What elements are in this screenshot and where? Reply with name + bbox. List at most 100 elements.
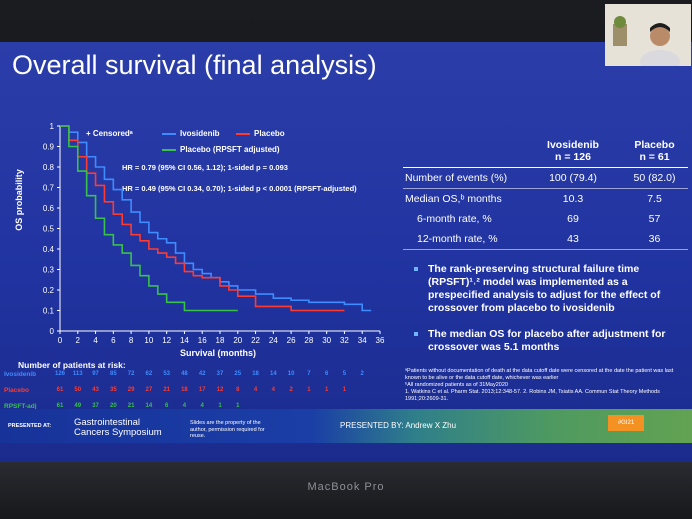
risk-value: 2 — [289, 387, 293, 393]
bullet-emphasis: 5.1 months — [503, 341, 560, 353]
legend-placebo: Placebo — [254, 129, 285, 138]
x-tick-label: 36 — [376, 336, 385, 345]
risk-value: 7 — [307, 371, 311, 377]
risk-value: 8 — [236, 387, 240, 393]
table-row: Number of events (%) 100 (79.4) 50 (82.0… — [403, 167, 688, 189]
row-label: Median OS,ᵇ months — [405, 193, 502, 205]
x-tick-label: 12 — [162, 336, 171, 345]
risk-value: 14 — [269, 371, 277, 377]
risk-value: 29 — [127, 387, 135, 393]
risk-value: 2 — [360, 371, 364, 377]
y-tick-label: 0.1 — [43, 307, 55, 316]
y-tick-label: 0.6 — [43, 204, 55, 213]
risk-value: 126 — [54, 371, 65, 377]
x-tick-label: 10 — [144, 336, 153, 345]
row-label: 6-month rate, % — [417, 213, 492, 225]
device-brand: MacBook Pro — [307, 481, 385, 493]
legend-censored: + Censoredᵃ — [86, 129, 133, 138]
laptop-base — [0, 462, 692, 519]
cell-placebo: 36 — [621, 229, 688, 250]
x-tick-label: 30 — [322, 336, 331, 345]
legend-rpsft: Placebo (RPSFT adjusted) — [180, 145, 280, 154]
risk-value: 12 — [216, 387, 224, 393]
footnote-b: ᵇAll randomized patients as of 31May2020 — [405, 382, 508, 388]
risk-value: 1 — [307, 387, 311, 393]
risk-value: 72 — [127, 371, 135, 377]
risk-value: 21 — [163, 387, 170, 393]
y-tick-label: 1 — [50, 122, 55, 131]
table-header-ivosidenib: Ivosidenib n = 126 — [525, 135, 621, 168]
presented-at-label: PRESENTED AT: — [8, 423, 52, 429]
y-tick-label: 0.5 — [43, 225, 55, 234]
risk-table-title: Number of patients at risk: — [18, 360, 126, 370]
x-tick-label: 6 — [111, 336, 116, 345]
y-tick-label: 0.3 — [43, 266, 55, 275]
risk-value: 1 — [342, 387, 347, 393]
risk-value: 97 — [92, 371, 99, 377]
risk-value: 5 — [342, 371, 347, 377]
cell-ivosidenib: 43 — [525, 229, 621, 250]
x-tick-label: 14 — [180, 336, 189, 345]
risk-value: 35 — [109, 387, 117, 393]
col-placebo-title: Placebo — [634, 139, 675, 151]
risk-value: 62 — [145, 371, 153, 377]
risk-value: 61 — [56, 387, 64, 393]
risk-value: 10 — [287, 371, 295, 377]
hazard-ratio-1: HR = 0.79 (95% CI 0.56, 1.12); 1-sided p… — [122, 163, 288, 172]
cell-ivosidenib: 10.3 — [562, 193, 584, 205]
slide-footer — [0, 409, 692, 443]
footnote-a: ᵃPatients without documentation of death… — [405, 368, 674, 381]
risk-value: 14 — [145, 403, 153, 409]
col-placebo-n: n = 61 — [639, 151, 670, 163]
risk-value: 25 — [234, 371, 242, 377]
symposium-line-2: Cancers Symposium — [74, 427, 162, 438]
risk-value: 4 — [182, 403, 187, 409]
symposium-logo-text: Gastrointestinal Cancers Symposium — [74, 418, 162, 438]
x-tick-label: 24 — [269, 336, 278, 345]
footnote-refs: 1. Watkins C et al. Pharm Stat. 2013;12:… — [405, 389, 660, 402]
cell-ivosidenib: 100 (79.4) — [525, 167, 621, 189]
x-tick-label: 32 — [340, 336, 349, 345]
x-tick-label: 28 — [304, 336, 313, 345]
risk-value: 49 — [74, 403, 82, 409]
risk-value: 17 — [198, 387, 206, 393]
x-tick-label: 20 — [233, 336, 242, 345]
x-tick-label: 16 — [198, 336, 207, 345]
risk-row-label: Placebo — [4, 387, 29, 394]
bullet-text: The median OS for placebo after adjustme… — [428, 328, 666, 353]
risk-value: 4 — [200, 403, 204, 409]
y-tick-label: 0.8 — [43, 163, 55, 172]
table-header-placebo: Placebo n = 61 — [621, 135, 688, 168]
row-label: 12-month rate, % — [403, 229, 525, 250]
risk-value: 113 — [72, 371, 83, 377]
risk-value: 61 — [56, 403, 64, 409]
risk-value: 85 — [109, 371, 117, 377]
cell-placebo: 7.5 — [647, 193, 662, 205]
x-tick-label: 2 — [76, 336, 81, 345]
x-axis-label: Survival (months) — [180, 348, 257, 358]
risk-value: 6 — [164, 403, 169, 409]
presentation-slide — [0, 42, 692, 462]
bullet-item: The median OS for placebo after adjustme… — [414, 328, 678, 354]
risk-value: 27 — [145, 387, 153, 393]
risk-value: 50 — [74, 387, 82, 393]
cell-placebo: 50 (82.0) — [621, 167, 688, 189]
risk-value: 42 — [198, 371, 206, 377]
y-tick-label: 0.9 — [43, 143, 55, 152]
legend-ivosidenib-swatch — [162, 133, 176, 135]
cell-placebo: 57 — [648, 213, 661, 225]
footnotes: ᵃPatients without documentation of death… — [405, 368, 690, 403]
risk-value: 4 — [253, 387, 258, 393]
risk-value: 37 — [92, 403, 99, 409]
placebo-curve — [60, 125, 345, 312]
legend-placebo-swatch — [236, 133, 250, 135]
ivosidenib-curve — [60, 125, 372, 312]
col-ivosidenib-n: n = 126 — [555, 151, 591, 163]
y-tick-label: 0.7 — [43, 184, 55, 193]
table-row: 6-month rate, % 69 57 — [403, 209, 688, 229]
y-tick-label: 0 — [50, 327, 55, 336]
bullet-marker — [414, 332, 418, 336]
presenter-credit: PRESENTED BY: Andrew X Zhu — [340, 421, 457, 430]
table-row: 12-month rate, % 43 36 — [403, 229, 688, 250]
x-tick-label: 22 — [251, 336, 260, 345]
